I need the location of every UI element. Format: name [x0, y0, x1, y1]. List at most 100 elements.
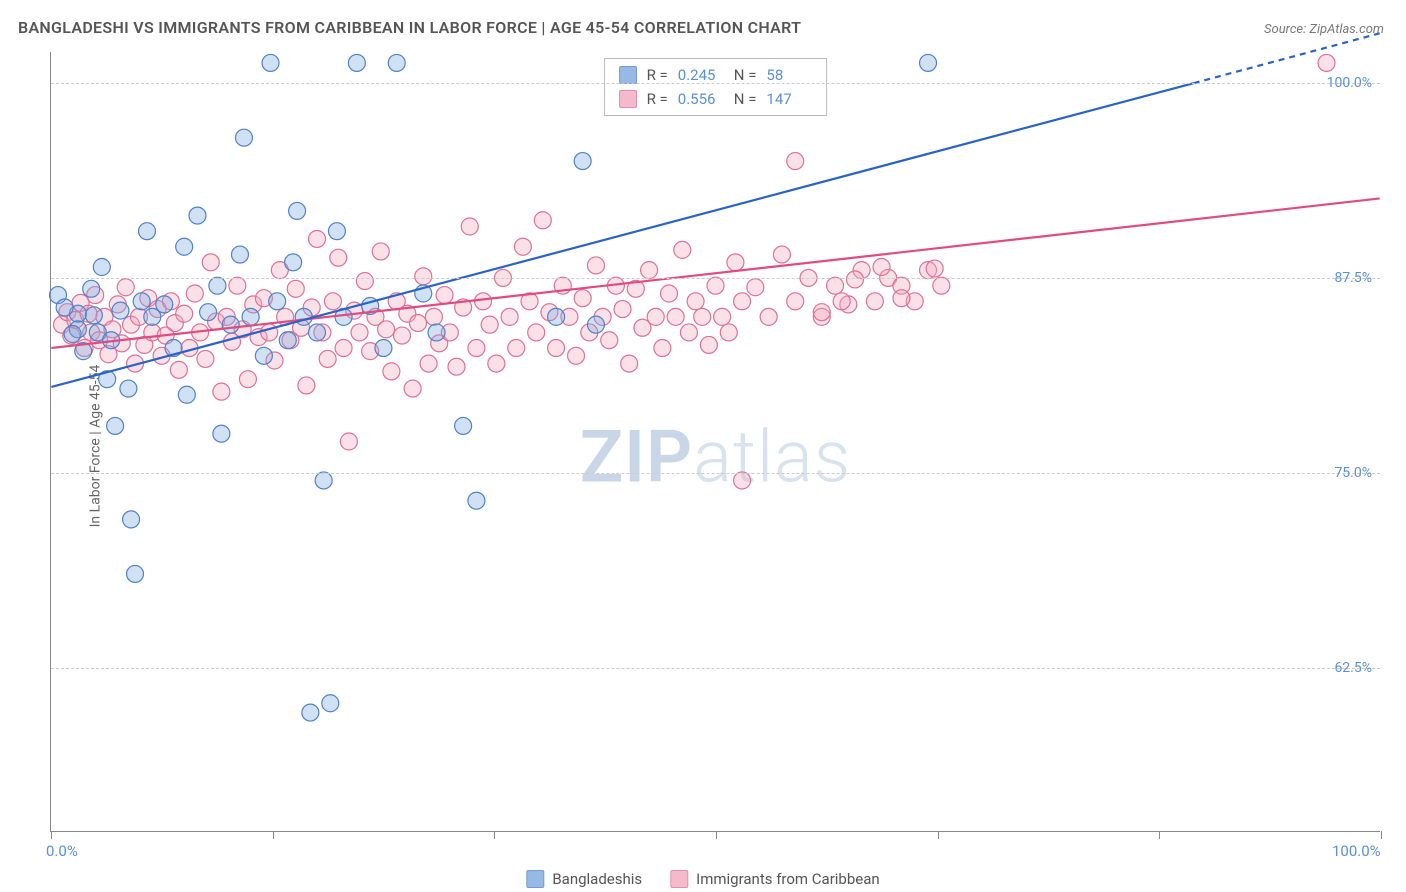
data-point — [694, 308, 711, 325]
data-point — [222, 316, 239, 333]
data-point — [920, 54, 937, 71]
chart-title: BANGLADESHI VS IMMIGRANTS FROM CARIBBEAN… — [18, 18, 801, 37]
data-point — [335, 340, 352, 357]
grid-line — [51, 473, 1380, 474]
data-point — [302, 704, 319, 721]
grid-line — [51, 83, 1380, 84]
data-point — [120, 380, 137, 397]
data-point — [156, 296, 173, 313]
x-tick — [1381, 831, 1382, 839]
data-point — [680, 324, 697, 341]
x-axis-min-label: 0.0% — [46, 842, 78, 860]
data-point — [289, 202, 306, 219]
data-point — [235, 129, 252, 146]
data-point — [727, 254, 744, 271]
n-value-b: 147 — [766, 87, 812, 111]
data-point — [475, 293, 492, 310]
x-tick — [1159, 831, 1160, 839]
data-point — [328, 223, 345, 240]
data-point — [641, 262, 658, 279]
legend-swatch-b-icon — [670, 870, 688, 888]
data-point — [186, 285, 203, 302]
data-point — [213, 425, 230, 442]
data-point — [448, 358, 465, 375]
data-point — [687, 293, 704, 310]
x-axis-max-label: 100.0% — [1332, 842, 1381, 860]
data-point — [242, 308, 259, 325]
data-point — [202, 254, 219, 271]
data-point — [714, 308, 731, 325]
correlation-legend-row-b: R = 0.556 N = 147 — [619, 87, 813, 111]
data-point — [501, 308, 518, 325]
data-point — [415, 268, 432, 285]
legend-swatch-a-icon — [619, 66, 637, 84]
data-point — [176, 238, 193, 255]
x-tick — [494, 831, 495, 839]
legend-swatch-a-icon — [526, 870, 544, 888]
data-point — [176, 305, 193, 322]
data-point — [528, 324, 545, 341]
data-point — [787, 293, 804, 310]
data-point — [356, 273, 373, 290]
data-point — [200, 304, 217, 321]
data-point — [107, 417, 124, 434]
data-point — [56, 299, 73, 316]
data-point — [372, 243, 389, 260]
data-point — [375, 340, 392, 357]
data-point — [574, 290, 591, 307]
data-point — [239, 371, 256, 388]
data-point — [378, 321, 395, 338]
data-point — [587, 316, 604, 333]
data-point — [436, 287, 453, 304]
data-point — [700, 336, 717, 353]
data-point — [322, 695, 339, 712]
data-point — [827, 277, 844, 294]
legend-item-a: Bangladeshis — [526, 870, 642, 888]
data-point — [548, 340, 565, 357]
data-point — [209, 277, 226, 294]
trend-line — [51, 198, 1379, 348]
data-point — [514, 238, 531, 255]
series-legend: Bangladeshis Immigrants from Caribbean — [526, 870, 879, 888]
data-point — [647, 308, 664, 325]
data-point — [394, 327, 411, 344]
data-point — [461, 218, 478, 235]
data-point — [279, 332, 296, 349]
data-point — [309, 324, 326, 341]
data-point — [621, 355, 638, 372]
data-point — [262, 54, 279, 71]
data-point — [787, 153, 804, 170]
data-point — [747, 279, 764, 296]
data-point — [866, 293, 883, 310]
data-point — [468, 492, 485, 509]
data-point — [568, 347, 585, 364]
data-point — [534, 212, 551, 229]
data-point — [197, 350, 214, 367]
grid-line — [51, 668, 1380, 669]
chart-container: BANGLADESHI VS IMMIGRANTS FROM CARIBBEAN… — [0, 0, 1406, 892]
data-point — [667, 308, 684, 325]
data-point — [1318, 54, 1335, 71]
data-point — [455, 417, 472, 434]
trend-line — [51, 83, 1193, 387]
data-point — [298, 377, 315, 394]
data-point — [383, 363, 400, 380]
data-point — [873, 259, 890, 276]
data-point — [933, 277, 950, 294]
legend-label-b: Immigrants from Caribbean — [696, 870, 880, 888]
data-point — [601, 332, 618, 349]
data-point — [468, 340, 485, 357]
data-point — [178, 386, 195, 403]
data-point — [285, 254, 302, 271]
data-point — [139, 223, 156, 240]
data-point — [133, 293, 150, 310]
data-point — [315, 472, 332, 489]
data-point — [340, 433, 357, 450]
data-point — [813, 304, 830, 321]
data-point — [213, 383, 230, 400]
data-point — [404, 380, 421, 397]
scatter-svg — [51, 52, 1380, 831]
x-tick — [51, 831, 52, 839]
r-value-b: 0.556 — [678, 87, 724, 111]
data-point — [707, 277, 724, 294]
